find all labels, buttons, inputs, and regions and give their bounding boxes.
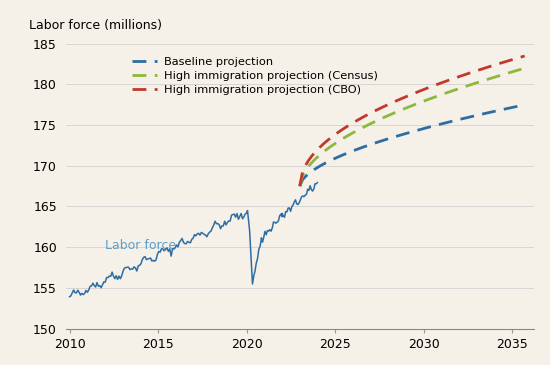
Legend: Baseline projection, High immigration projection (Census), High immigration proj: Baseline projection, High immigration pr… xyxy=(128,52,383,99)
Text: Labor force: Labor force xyxy=(105,239,176,252)
Text: Labor force (millions): Labor force (millions) xyxy=(29,19,162,32)
